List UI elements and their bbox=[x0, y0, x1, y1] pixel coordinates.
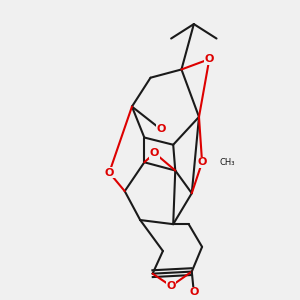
Text: CH₃: CH₃ bbox=[220, 158, 235, 167]
Text: O: O bbox=[105, 168, 114, 178]
Text: O: O bbox=[197, 157, 207, 167]
Text: O: O bbox=[189, 287, 199, 297]
Text: O: O bbox=[156, 124, 166, 134]
Text: O: O bbox=[167, 281, 176, 291]
Text: O: O bbox=[150, 148, 159, 158]
Text: O: O bbox=[205, 54, 214, 64]
